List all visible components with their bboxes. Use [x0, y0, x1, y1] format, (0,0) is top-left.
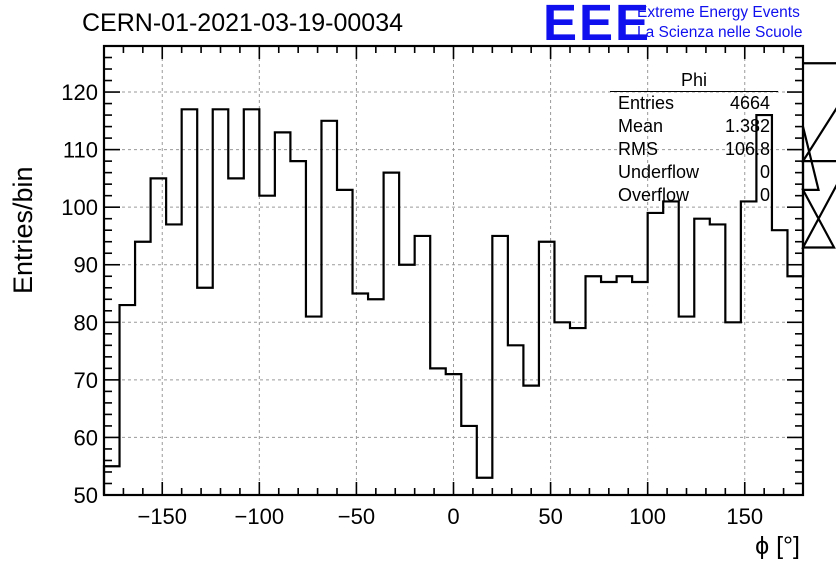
x-tick-label: 50: [538, 504, 562, 529]
eee-logo: EEE: [543, 0, 652, 51]
x-tick-label: −50: [338, 504, 375, 529]
stat-value: 0: [759, 185, 770, 205]
y-axis-label: Entries/bin: [8, 166, 38, 294]
stat-label: RMS: [618, 139, 658, 159]
stat-value: 0: [759, 162, 770, 182]
stat-value: 106.8: [724, 139, 770, 159]
x-tick-label: 100: [629, 504, 666, 529]
axis-ticks: [103, 45, 804, 496]
y-tick-labels: 50 60 70 80 90 100 110 120: [61, 80, 98, 508]
stat-label: Entries: [618, 93, 675, 113]
x-axis-label: ϕ [°]: [755, 532, 800, 560]
stat-value: 4664: [729, 93, 770, 113]
x-tick-label: −100: [235, 504, 285, 529]
stat-label: Overflow: [618, 185, 690, 205]
stat-row-underflow: Underflow 0: [610, 161, 778, 184]
x-tick-label: 0: [447, 504, 459, 529]
stat-label: Mean: [618, 116, 664, 136]
stat-label: Underflow: [618, 162, 700, 182]
stat-row-overflow: Overflow 0: [610, 184, 778, 207]
y-tick-label: 70: [74, 368, 98, 393]
logo-subtitle-line2: La Scienza nelle Scuole: [637, 24, 803, 41]
stats-title: Phi: [610, 70, 778, 92]
y-tick-label: 80: [74, 310, 98, 335]
y-tick-label: 120: [61, 80, 98, 105]
x-tick-labels: −150 −100 −50 0 50 100 150: [137, 504, 763, 529]
stat-row-mean: Mean 1.382: [610, 115, 778, 138]
y-tick-label: 100: [61, 195, 98, 220]
stats-box: Phi Entries 4664 Mean 1.382 RMS 106.8 Un…: [610, 70, 778, 207]
x-tick-label: 150: [726, 504, 763, 529]
run-title: CERN-01-2021-03-19-00034: [82, 9, 404, 37]
y-tick-label: 110: [63, 138, 98, 163]
y-tick-label: 60: [74, 425, 98, 450]
stat-row-entries: Entries 4664: [610, 92, 778, 115]
logo-subtitle-line1: Extreme Energy Events: [637, 4, 800, 21]
y-tick-label: 90: [74, 253, 98, 278]
stat-row-rms: RMS 106.8: [610, 138, 778, 161]
histogram-line: [102, 62, 836, 495]
y-tick-label: 50: [74, 483, 98, 508]
stat-value: 1.382: [724, 116, 770, 136]
plot-frame: [102, 44, 805, 497]
x-tick-label: −150: [137, 504, 187, 529]
